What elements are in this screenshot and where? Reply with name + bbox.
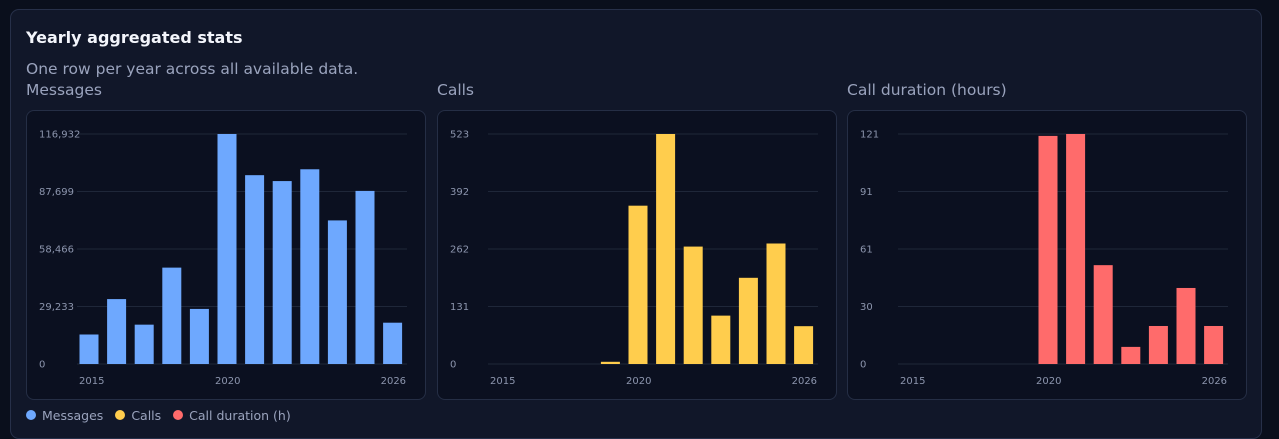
bar-2015[interactable] bbox=[79, 334, 99, 364]
y-tick-label: 91 bbox=[860, 187, 873, 198]
y-tick-label: 523 bbox=[450, 130, 469, 141]
call-duration-chart-title: Call duration (hours) bbox=[847, 81, 1007, 99]
bar-2017[interactable] bbox=[134, 324, 154, 364]
legend-item-messages[interactable]: Messages bbox=[26, 408, 103, 423]
y-tick-label: 131 bbox=[450, 302, 469, 313]
y-tick-label: 0 bbox=[450, 360, 456, 371]
bar-2026[interactable] bbox=[794, 326, 814, 364]
x-tick-label: 2020 bbox=[626, 376, 651, 387]
y-tick-label: 87,699 bbox=[39, 187, 74, 198]
y-tick-label: 29,233 bbox=[39, 302, 74, 313]
calls-chart-panel: 0 131 262 392 523 2015 2020 2026 bbox=[437, 110, 837, 400]
bar-2024[interactable] bbox=[1148, 325, 1168, 364]
y-tick-label: 58,466 bbox=[39, 245, 74, 256]
chart-legend: Messages Calls Call duration (h) bbox=[26, 406, 303, 424]
legend-dot-calls bbox=[115, 410, 126, 420]
bar-2018[interactable] bbox=[162, 267, 182, 364]
bar-2021[interactable] bbox=[1066, 134, 1086, 364]
bar-2025[interactable] bbox=[355, 190, 375, 364]
bar-2023[interactable] bbox=[300, 169, 320, 364]
x-tick-label: 2015 bbox=[79, 376, 104, 387]
x-tick-label: 2015 bbox=[490, 376, 515, 387]
bar-2024[interactable] bbox=[327, 220, 347, 364]
legend-label-call-duration: Call duration (h) bbox=[189, 407, 291, 423]
y-tick-label: 121 bbox=[860, 130, 879, 141]
y-tick-label: 392 bbox=[450, 187, 469, 198]
bar-2024[interactable] bbox=[738, 277, 758, 364]
bar-2019[interactable] bbox=[189, 308, 209, 364]
y-tick-label: 0 bbox=[39, 360, 45, 371]
x-tick-label: 2026 bbox=[381, 376, 406, 387]
bar-2020[interactable] bbox=[628, 205, 648, 364]
bar-2020[interactable] bbox=[1038, 135, 1058, 364]
card-title: Yearly aggregated stats bbox=[26, 28, 243, 47]
call-duration-chart: 0 30 61 91 121 2015 2020 2026 bbox=[860, 130, 1228, 387]
legend-label-messages: Messages bbox=[42, 407, 104, 423]
legend-item-call-duration[interactable]: Call duration (h) bbox=[173, 408, 291, 423]
bar-2025[interactable] bbox=[1176, 287, 1196, 364]
calls-chart-title: Calls bbox=[437, 81, 475, 99]
y-tick-label: 30 bbox=[860, 302, 873, 313]
x-tick-label: 2020 bbox=[1036, 376, 1061, 387]
y-tick-label: 116,932 bbox=[39, 130, 80, 141]
messages-chart-panel: 0 29,233 58,466 87,699 116,932 2015 2020 2026 bbox=[26, 110, 426, 400]
bar-2021[interactable] bbox=[245, 175, 265, 364]
bar-2021[interactable] bbox=[656, 134, 676, 364]
call-duration-chart-panel: 0 30 61 91 121 2015 2020 2026 bbox=[847, 110, 1247, 400]
messages-chart: 0 29,233 58,466 87,699 116,932 2015 2020 2026 bbox=[39, 130, 407, 387]
bar-2023[interactable] bbox=[711, 315, 731, 364]
legend-dot-call-duration bbox=[173, 410, 184, 420]
bar-2023[interactable] bbox=[1121, 346, 1141, 364]
bar-2026[interactable] bbox=[383, 322, 403, 364]
calls-chart: 0 131 262 392 523 2015 2020 2026 bbox=[450, 130, 818, 387]
bar-2025[interactable] bbox=[766, 243, 786, 364]
messages-chart-title: Messages bbox=[26, 81, 103, 99]
bar-2026[interactable] bbox=[1204, 325, 1224, 364]
y-tick-label: 0 bbox=[860, 360, 866, 371]
bar-2022[interactable] bbox=[1093, 265, 1113, 364]
bar-2016[interactable] bbox=[107, 299, 127, 364]
x-tick-label: 2015 bbox=[900, 376, 925, 387]
x-tick-label: 2026 bbox=[792, 376, 817, 387]
y-tick-label: 61 bbox=[860, 245, 873, 256]
y-tick-label: 262 bbox=[450, 245, 469, 256]
bar-2019[interactable] bbox=[600, 361, 620, 364]
x-tick-label: 2026 bbox=[1202, 376, 1227, 387]
legend-item-calls[interactable]: Calls bbox=[115, 408, 161, 423]
legend-label-calls: Calls bbox=[131, 407, 162, 423]
bar-2020[interactable] bbox=[217, 134, 237, 364]
x-tick-label: 2020 bbox=[215, 376, 240, 387]
bar-2022[interactable] bbox=[272, 181, 292, 364]
legend-dot-messages bbox=[26, 410, 36, 420]
bar-2022[interactable] bbox=[683, 246, 703, 364]
card-subtitle: One row per year across all available da… bbox=[26, 60, 359, 78]
